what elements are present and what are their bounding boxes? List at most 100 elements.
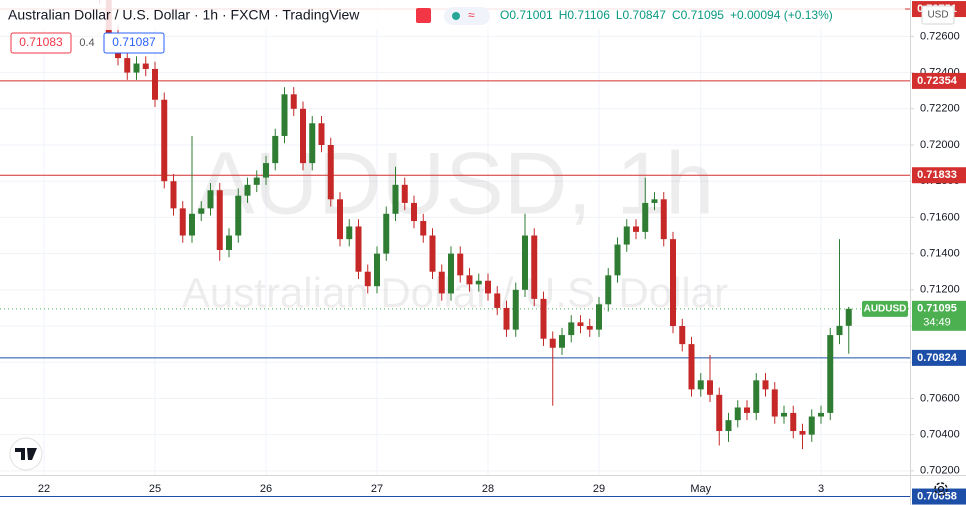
candle-body	[716, 394, 723, 432]
candle-body	[290, 94, 297, 109]
candle-body	[512, 289, 519, 330]
x-tick-label: 27	[371, 483, 383, 495]
y-tick-label: 0.71600	[920, 211, 960, 223]
x-tick-label: 26	[260, 483, 272, 495]
candle-body	[420, 221, 427, 236]
x-tick-label: 3	[818, 483, 824, 495]
candle-body	[253, 177, 260, 185]
y-tick-label: 0.72200	[920, 103, 960, 115]
candle-body	[152, 68, 158, 100]
level-label-bg	[912, 72, 966, 89]
countdown: 34:49	[923, 317, 951, 329]
sell-price[interactable]: 0.71083	[19, 35, 63, 49]
buy-price[interactable]: 0.71087	[112, 35, 156, 49]
candle-body	[263, 163, 269, 178]
settings-icon[interactable]	[934, 482, 948, 496]
candle-body	[651, 199, 658, 203]
candle-body	[235, 195, 242, 236]
candle-body	[494, 293, 501, 308]
candle-body	[605, 275, 612, 305]
candle-body	[559, 335, 565, 348]
y-tick-label: 0.71200	[920, 284, 960, 296]
candle-body	[392, 184, 399, 214]
level-label-bg	[912, 349, 966, 366]
candle-body	[179, 208, 186, 236]
ohlc-value: +0.00094 (+0.13%)	[730, 8, 833, 22]
candle-body	[586, 326, 593, 330]
candle-body	[568, 322, 575, 336]
candle-body	[540, 298, 547, 339]
candle-body	[633, 226, 639, 232]
y-tick-label: 0.70600	[920, 392, 960, 404]
level-label-bg	[912, 167, 966, 184]
axis: 0.702000.704000.706000.708000.710000.712…	[38, 1, 966, 505]
ohlc-value: L0.70847	[616, 8, 666, 22]
logo-bg	[9, 437, 43, 471]
candle-body	[827, 335, 834, 413]
last-tag-bg	[862, 300, 908, 317]
currency[interactable]: USD	[927, 10, 948, 21]
candle-body	[170, 181, 177, 209]
candle-body	[448, 253, 454, 294]
candle-body	[799, 431, 806, 435]
x-tick-label: 22	[38, 483, 50, 495]
candle-body	[309, 123, 316, 164]
candle-body	[133, 63, 140, 73]
candle-body	[688, 344, 695, 390]
candle-body	[374, 253, 380, 287]
last-price: 0.71095	[917, 303, 957, 315]
candle-body	[771, 389, 778, 417]
candle-body	[429, 235, 436, 272]
sell-button[interactable]	[10, 32, 72, 54]
candle-body	[142, 63, 149, 69]
candle-body	[189, 213, 195, 236]
level-label: 0.72354	[917, 75, 958, 87]
y-tick-label: 0.71400	[920, 248, 960, 260]
candle-body	[818, 412, 824, 417]
candle-body	[734, 407, 741, 421]
last-tag: AUDUSD	[864, 303, 907, 314]
candle-body	[198, 208, 205, 214]
candle-body	[670, 239, 676, 327]
candle-body	[596, 304, 602, 330]
candle-body	[355, 226, 362, 272]
candle-body	[642, 202, 649, 232]
level-label-bg	[912, 488, 966, 505]
currency-button[interactable]	[921, 5, 955, 25]
ohlc-value: O0.71001	[500, 8, 553, 22]
candle-body	[411, 202, 417, 222]
candle-body	[485, 280, 491, 294]
level-label: 0.71833	[917, 169, 957, 181]
x-tick-label: 28	[482, 483, 494, 495]
symbol-title: Australian Dollar / U.S. Dollar · 1h · F…	[8, 7, 360, 23]
y-tick-label: 0.70200	[920, 465, 960, 477]
candle-body	[707, 380, 713, 395]
candle-body	[836, 325, 843, 336]
flag-icon	[416, 8, 431, 23]
candle-body	[660, 199, 667, 240]
x-tick-label: 25	[149, 483, 161, 495]
candle-body	[327, 144, 334, 200]
candle-body	[337, 199, 343, 240]
candle-body	[531, 235, 538, 299]
candles	[99, 0, 852, 450]
candle-body	[790, 412, 797, 432]
candle-body	[272, 135, 279, 164]
candle-body	[623, 226, 630, 245]
tv-logo	[9, 437, 43, 471]
buy-button[interactable]	[103, 32, 165, 54]
logo-mark	[15, 448, 37, 460]
candle-body	[226, 235, 232, 250]
y-tick-label: 0.72600	[920, 30, 960, 42]
status-icon: ≈	[468, 8, 475, 22]
gear-inner[interactable]	[937, 485, 945, 493]
candle-body	[475, 280, 482, 285]
candle-body	[549, 338, 556, 348]
candle-body	[300, 108, 306, 164]
candle-body	[244, 184, 251, 196]
candle-body	[466, 275, 473, 285]
candle-body	[207, 190, 214, 209]
gear-outer[interactable]	[934, 482, 948, 496]
